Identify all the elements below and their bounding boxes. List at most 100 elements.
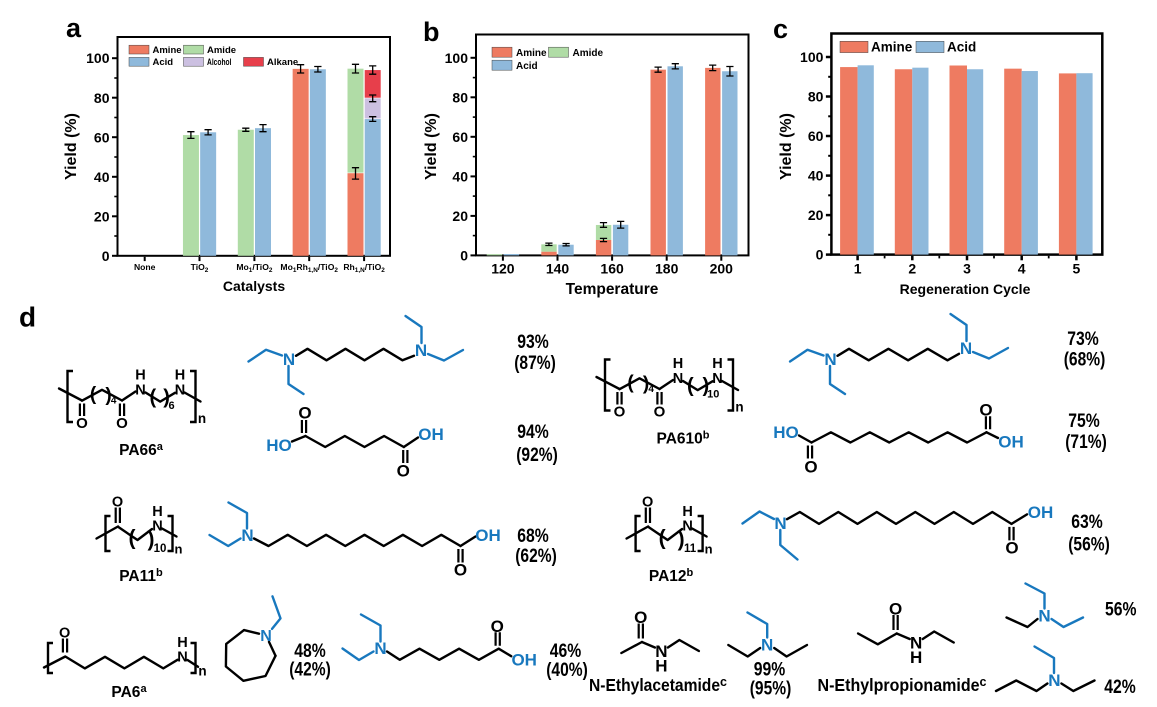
svg-text:(56%): (56%) [1068,534,1110,555]
svg-text:): ) [163,387,170,409]
svg-text:20: 20 [452,208,468,224]
svg-text:O: O [298,404,311,423]
svg-text:40: 40 [452,168,468,184]
svg-text:Amine: Amine [871,40,913,55]
svg-text:N: N [152,519,162,535]
svg-text:Yield (%): Yield (%) [63,113,80,180]
svg-text:4: 4 [111,396,117,407]
svg-text:63%: 63% [1071,512,1103,533]
svg-text:O: O [59,626,70,642]
svg-text:40: 40 [94,169,110,185]
svg-text:0: 0 [460,247,468,263]
svg-text:n: n [705,542,713,557]
svg-text:Alcohol: Alcohol [207,57,232,68]
svg-text:n: n [175,542,183,557]
svg-text:O: O [1005,539,1018,558]
svg-text:N: N [283,350,295,369]
svg-text:Acid: Acid [947,40,976,55]
svg-text:3: 3 [963,261,971,277]
svg-text:PA12b: PA12b [649,567,694,585]
svg-text:93%: 93% [517,332,549,353]
svg-text:(92%): (92%) [516,445,558,466]
svg-text:): ) [678,528,685,551]
svg-text:N: N [824,350,836,369]
svg-text:HO: HO [773,423,799,442]
svg-text:N: N [175,383,185,399]
svg-text:80: 80 [808,89,824,105]
svg-text:Acid: Acid [516,61,538,72]
svg-text:H: H [910,648,922,667]
svg-text:75%: 75% [1068,411,1100,432]
svg-text:N-Ethylacetamidec: N-Ethylacetamidec [589,675,727,695]
svg-text:O: O [491,617,504,636]
svg-text:N: N [415,341,427,360]
svg-text:2: 2 [908,261,916,277]
svg-text:94%: 94% [517,422,549,443]
svg-text:OH: OH [475,526,501,545]
svg-text:10: 10 [154,543,167,555]
svg-text:(68%): (68%) [1064,349,1106,370]
svg-text:10: 10 [707,389,719,401]
svg-text:Alkane: Alkane [267,57,298,68]
svg-text:Mo1​Rh1,N​/TiO2​: Mo1​Rh1,N​/TiO2​ [280,262,338,274]
svg-text:None: None [134,262,156,272]
svg-text:(: ( [687,375,694,397]
svg-text:): ) [643,374,649,395]
svg-text:N: N [1038,607,1050,626]
svg-text:(: ( [627,373,634,394]
svg-text:): ) [148,528,155,551]
svg-text:160: 160 [600,260,624,276]
svg-text:O: O [112,495,123,511]
svg-text:H: H [673,356,683,372]
svg-text:HO: HO [266,436,292,455]
svg-text:O: O [889,600,902,619]
svg-text:(: ( [129,526,136,549]
svg-text:N: N [655,642,667,661]
svg-text:N: N [135,383,145,399]
svg-text:80: 80 [452,89,468,105]
svg-text:O: O [614,403,626,420]
svg-text:100: 100 [445,50,469,66]
svg-text:OH: OH [418,425,444,444]
svg-text:200: 200 [710,260,734,276]
svg-text:N: N [260,628,272,645]
svg-text:N: N [374,639,386,658]
svg-text:PA610b: PA610b [657,430,710,448]
svg-text:80: 80 [94,90,110,106]
svg-text:Acid: Acid [153,57,174,68]
svg-text:4: 4 [648,384,654,395]
svg-text:O: O [397,462,410,481]
svg-text:PA11b: PA11b [119,567,163,585]
svg-text:6: 6 [168,400,174,412]
svg-text:N: N [774,514,786,533]
svg-text:O: O [804,458,817,477]
svg-text:Yield (%): Yield (%) [423,113,440,180]
svg-text:(95%): (95%) [750,678,792,699]
svg-text:46%: 46% [550,641,582,662]
svg-text:99%: 99% [754,659,786,680]
svg-text:42%: 42% [1104,677,1136,698]
svg-text:d: d [19,302,36,333]
svg-text:(: ( [659,526,666,549]
svg-text:Amine: Amine [516,48,547,59]
svg-text:n: n [735,400,743,415]
svg-text:H: H [682,504,692,520]
svg-text:140: 140 [546,260,570,276]
svg-text:PA6a: PA6a [111,683,147,701]
svg-text:O: O [116,415,128,432]
svg-text:O: O [76,415,88,432]
svg-text:120: 120 [491,260,515,276]
svg-text:N: N [712,371,722,387]
svg-text:(87%): (87%) [514,353,556,374]
svg-text:N: N [761,636,773,655]
svg-text:N: N [910,634,922,653]
svg-text:H: H [135,368,145,384]
svg-text:4: 4 [1018,261,1026,277]
svg-text:N: N [1048,671,1060,690]
svg-text:60: 60 [94,129,110,145]
svg-text:TiO2​: TiO2​ [191,262,209,274]
svg-text:(71%): (71%) [1065,432,1107,453]
svg-text:H: H [655,657,667,676]
svg-text:n: n [198,664,206,679]
svg-text:(: ( [149,387,156,409]
